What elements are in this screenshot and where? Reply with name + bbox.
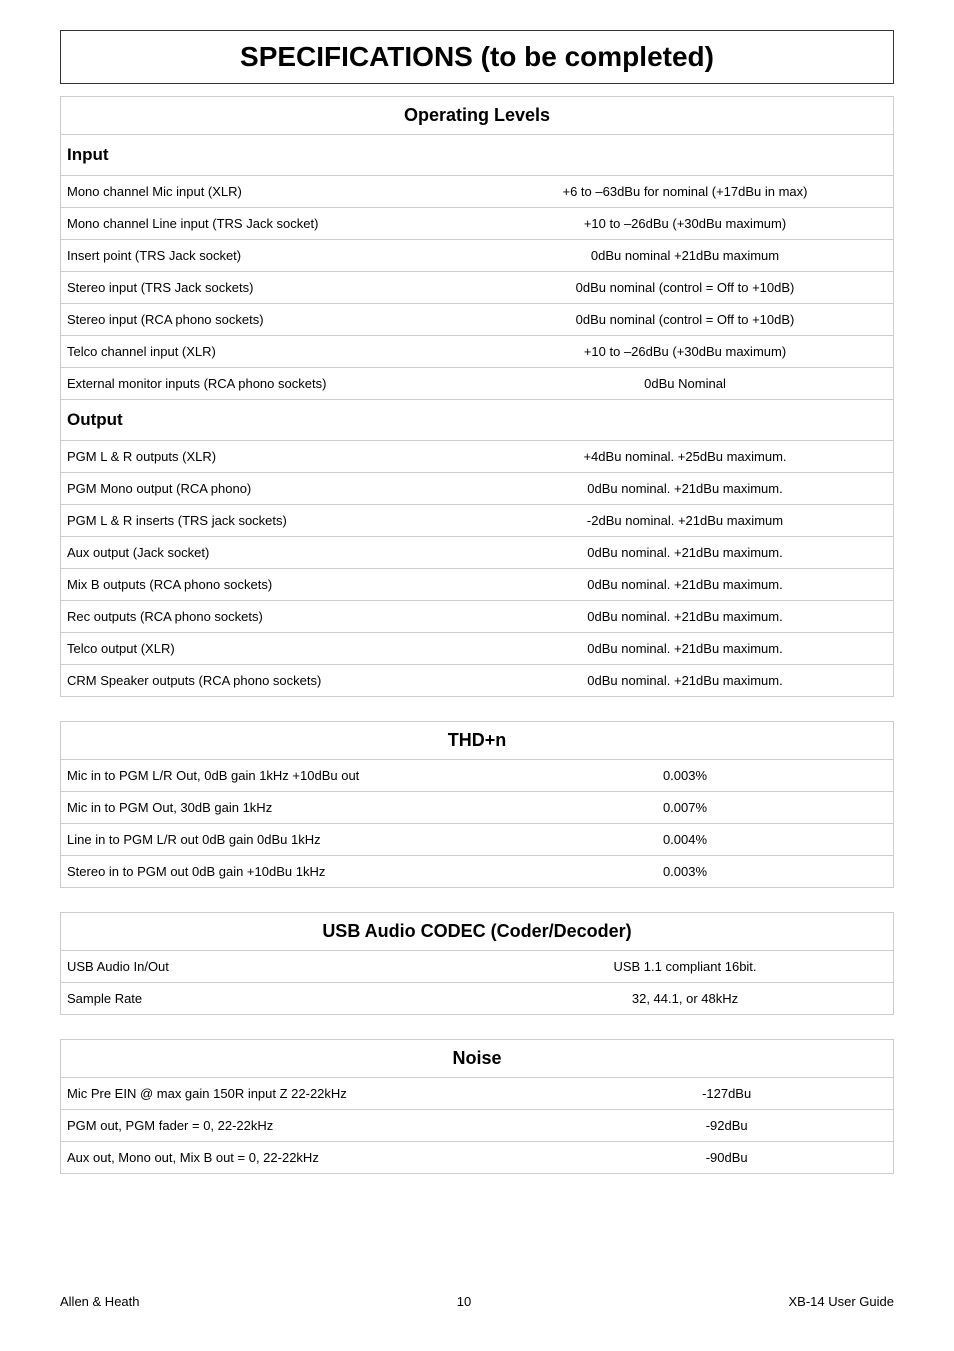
table-row: Rec outputs (RCA phono sockets) bbox=[61, 601, 478, 633]
table-row: 32, 44.1, or 48kHz bbox=[477, 983, 894, 1015]
table-row: +10 to –26dBu (+30dBu maximum) bbox=[477, 208, 894, 240]
table-row: Aux out, Mono out, Mix B out = 0, 22-22k… bbox=[61, 1142, 561, 1174]
table-row: Sample Rate bbox=[61, 983, 478, 1015]
table-row: 0dBu nominal. +21dBu maximum. bbox=[477, 601, 894, 633]
usb-title: USB Audio CODEC (Coder/Decoder) bbox=[61, 913, 894, 951]
table-row: Insert point (TRS Jack socket) bbox=[61, 240, 478, 272]
table-row: Mic in to PGM Out, 30dB gain 1kHz bbox=[61, 792, 478, 824]
table-row: +6 to –63dBu for nominal (+17dBu in max) bbox=[477, 176, 894, 208]
table-row: Aux output (Jack socket) bbox=[61, 537, 478, 569]
input-header: Input bbox=[61, 135, 478, 176]
table-row: Mic in to PGM L/R Out, 0dB gain 1kHz +10… bbox=[61, 760, 478, 792]
table-row: USB Audio In/Out bbox=[61, 951, 478, 983]
table-row: 0dBu nominal. +21dBu maximum. bbox=[477, 569, 894, 601]
noise-table: Noise Mic Pre EIN @ max gain 150R input … bbox=[60, 1039, 894, 1174]
table-row: Stereo input (RCA phono sockets) bbox=[61, 304, 478, 336]
footer-left: Allen & Heath bbox=[60, 1294, 140, 1309]
noise-title: Noise bbox=[61, 1040, 894, 1078]
table-row: 0dBu nominal (control = Off to +10dB) bbox=[477, 304, 894, 336]
table-row: +4dBu nominal. +25dBu maximum. bbox=[477, 441, 894, 473]
table-row: Mix B outputs (RCA phono sockets) bbox=[61, 569, 478, 601]
table-row: Telco channel input (XLR) bbox=[61, 336, 478, 368]
table-row: -90dBu bbox=[560, 1142, 893, 1174]
table-row: 0.007% bbox=[477, 792, 894, 824]
page-footer: Allen & Heath 10 XB-14 User Guide bbox=[60, 1294, 894, 1309]
table-row: 0dBu nominal +21dBu maximum bbox=[477, 240, 894, 272]
page-title: SPECIFICATIONS (to be completed) bbox=[61, 41, 893, 73]
operating-levels-table: Operating Levels Input Mono channel Mic … bbox=[60, 96, 894, 697]
table-row: PGM Mono output (RCA phono) bbox=[61, 473, 478, 505]
table-row: PGM out, PGM fader = 0, 22-22kHz bbox=[61, 1110, 561, 1142]
table-row: -2dBu nominal. +21dBu maximum bbox=[477, 505, 894, 537]
table-row: 0dBu nominal. +21dBu maximum. bbox=[477, 633, 894, 665]
empty-cell bbox=[477, 135, 894, 176]
footer-right: XB-14 User Guide bbox=[789, 1294, 895, 1309]
table-row: Mic Pre EIN @ max gain 150R input Z 22-2… bbox=[61, 1078, 561, 1110]
table-row: Stereo in to PGM out 0dB gain +10dBu 1kH… bbox=[61, 856, 478, 888]
table-row: External monitor inputs (RCA phono socke… bbox=[61, 368, 478, 400]
table-row: 0.003% bbox=[477, 760, 894, 792]
thdn-table: THD+n Mic in to PGM L/R Out, 0dB gain 1k… bbox=[60, 721, 894, 888]
thdn-title: THD+n bbox=[61, 722, 894, 760]
table-row: Telco output (XLR) bbox=[61, 633, 478, 665]
table-row: CRM Speaker outputs (RCA phono sockets) bbox=[61, 665, 478, 697]
table-row: PGM L & R inserts (TRS jack sockets) bbox=[61, 505, 478, 537]
table-row: 0.004% bbox=[477, 824, 894, 856]
table-row: 0dBu nominal (control = Off to +10dB) bbox=[477, 272, 894, 304]
table-row: 0dBu nominal. +21dBu maximum. bbox=[477, 665, 894, 697]
empty-cell bbox=[477, 400, 894, 441]
table-row: Mono channel Line input (TRS Jack socket… bbox=[61, 208, 478, 240]
table-row: USB 1.1 compliant 16bit. bbox=[477, 951, 894, 983]
table-row: 0dBu nominal. +21dBu maximum. bbox=[477, 473, 894, 505]
table-row: Stereo input (TRS Jack sockets) bbox=[61, 272, 478, 304]
table-row: 0dBu nominal. +21dBu maximum. bbox=[477, 537, 894, 569]
operating-levels-title: Operating Levels bbox=[61, 97, 894, 135]
page-title-box: SPECIFICATIONS (to be completed) bbox=[60, 30, 894, 84]
table-row: Line in to PGM L/R out 0dB gain 0dBu 1kH… bbox=[61, 824, 478, 856]
table-row: -92dBu bbox=[560, 1110, 893, 1142]
table-row: PGM L & R outputs (XLR) bbox=[61, 441, 478, 473]
output-header: Output bbox=[61, 400, 478, 441]
table-row: +10 to –26dBu (+30dBu maximum) bbox=[477, 336, 894, 368]
table-row: 0.003% bbox=[477, 856, 894, 888]
table-row: 0dBu Nominal bbox=[477, 368, 894, 400]
usb-codec-table: USB Audio CODEC (Coder/Decoder) USB Audi… bbox=[60, 912, 894, 1015]
table-row: -127dBu bbox=[560, 1078, 893, 1110]
footer-page-number: 10 bbox=[457, 1294, 471, 1309]
table-row: Mono channel Mic input (XLR) bbox=[61, 176, 478, 208]
